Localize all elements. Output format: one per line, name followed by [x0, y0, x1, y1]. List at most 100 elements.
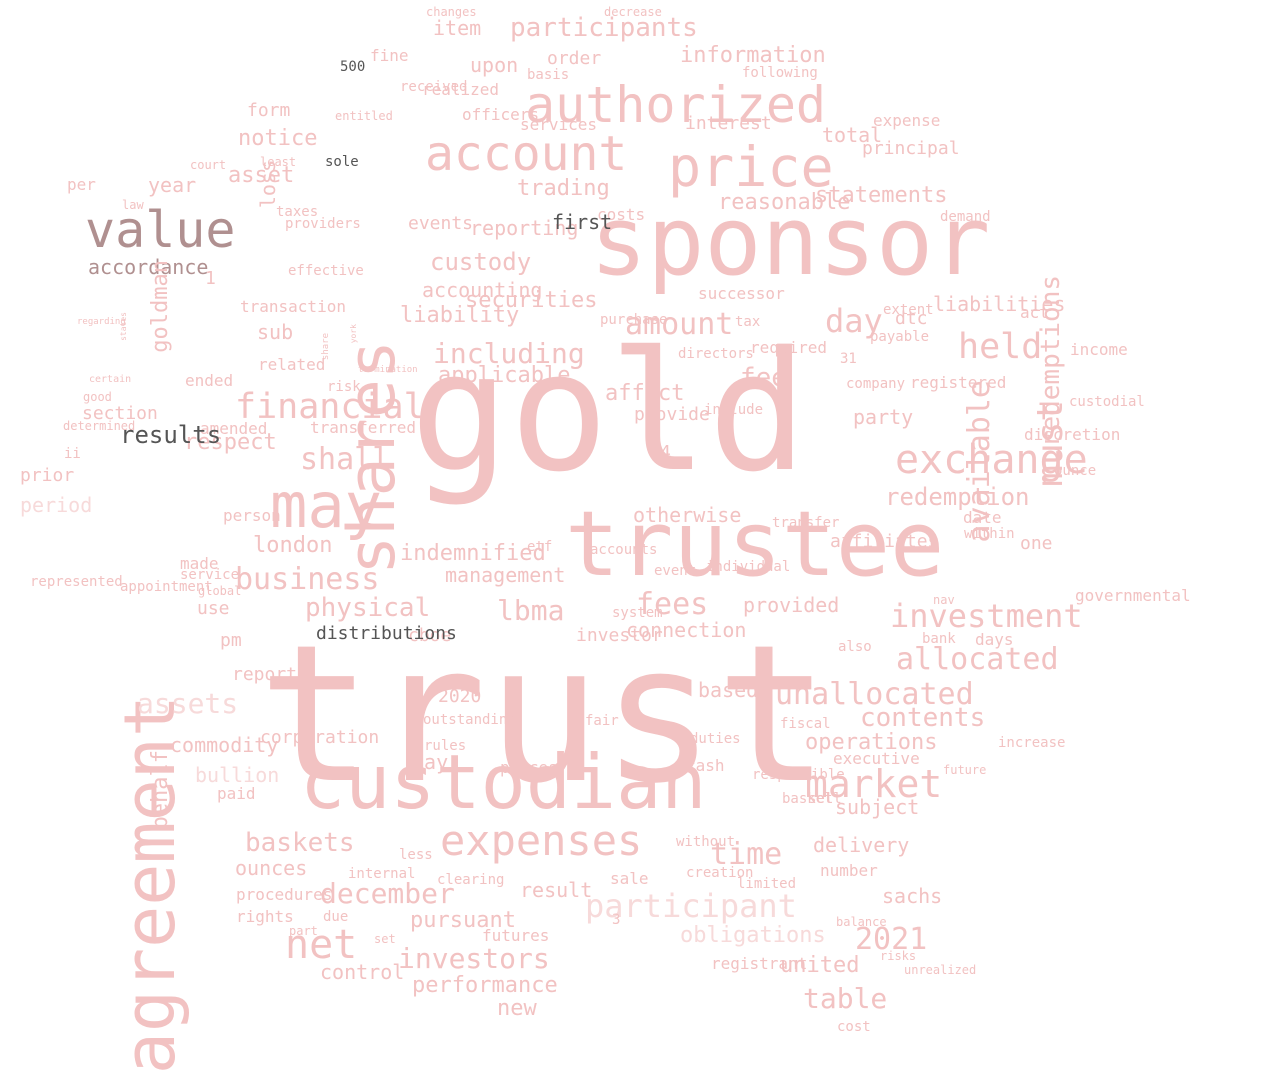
word-ii: ii [64, 446, 81, 462]
word-demand: demand [940, 209, 991, 225]
word-period: period [20, 493, 93, 517]
word-fees: fees [636, 587, 709, 622]
word-applicable: applicable [438, 363, 571, 388]
word-account: account [425, 126, 628, 182]
word-exchange: exchange [895, 437, 1088, 483]
word-business: business [235, 562, 380, 597]
word-paid: paid [217, 784, 256, 803]
word-appointment: appointment [120, 579, 213, 595]
word-price: price [668, 135, 834, 199]
word-baskets: baskets [245, 828, 355, 858]
word-accounts: accounts [590, 542, 658, 558]
word-realized: realized [422, 80, 500, 99]
word-assets: assets [137, 687, 239, 720]
word-registered: registered [910, 373, 1007, 392]
word-first: first [552, 210, 613, 234]
word-basis: basis [527, 67, 570, 83]
word-number: number [820, 861, 878, 880]
word-3: 3 [612, 912, 621, 928]
word-accordance: accordance [88, 255, 209, 279]
word-individual: individual [706, 559, 791, 575]
word-made: made [180, 554, 219, 573]
word-2021: 2021 [855, 922, 928, 957]
word-discretion: discretion [1024, 425, 1121, 444]
word-responsible: responsible [752, 767, 845, 783]
word-indemnified: indemnified [400, 541, 546, 566]
word-regarding: regarding [77, 317, 126, 327]
word-person: person [223, 506, 281, 525]
word-date: date [963, 508, 1002, 527]
word-decrease: decrease [604, 5, 662, 19]
word-termination: termination [358, 365, 418, 375]
word-dtc: dtc [895, 308, 928, 329]
word-custodian: custodian [300, 738, 707, 826]
word-expense: expense [873, 111, 941, 130]
word-within: within [964, 526, 1015, 542]
word-fee: fee [740, 363, 787, 393]
word-market: market [805, 762, 943, 806]
word-fiscal: fiscal [780, 716, 831, 732]
word-liabilities: liabilities [933, 292, 1066, 316]
word-investor: investor [576, 625, 663, 646]
word-interest: interest [685, 113, 772, 134]
word-total: total [822, 123, 883, 147]
word-court: court [190, 158, 227, 172]
word-delivery: delivery [813, 833, 910, 857]
word-respect: respect [184, 430, 277, 455]
word-states: states [119, 312, 128, 341]
word-providers: providers [285, 216, 361, 232]
word-time: time [710, 837, 783, 872]
word-share: share [321, 333, 331, 361]
word-futures: futures [482, 926, 550, 945]
word-service: service [180, 567, 240, 583]
word-executive: executive [833, 749, 920, 768]
word-ounces: ounces [235, 856, 308, 880]
word-pay: pay [412, 750, 449, 774]
word-sachs: sachs [882, 884, 943, 908]
word-due: due [323, 909, 349, 925]
word-one: one [1020, 533, 1053, 554]
word-affiliates: affiliates [830, 531, 939, 552]
word-outstanding: outstanding [423, 712, 516, 728]
word-clearing: clearing [437, 872, 505, 888]
word-entitled: entitled [335, 109, 393, 123]
word-fair: fair [585, 713, 619, 729]
word-sponsor: sponsor [590, 187, 991, 297]
word-unallocated: unallocated [775, 677, 974, 712]
word-reporting: reporting [470, 216, 579, 240]
word-purchase: purchase [600, 312, 668, 328]
word-changes: changes [426, 5, 477, 19]
word-costs: costs [597, 205, 646, 224]
word-participants: participants [510, 13, 698, 43]
word-per: per [67, 175, 96, 194]
word-trust: trust [258, 604, 830, 825]
word-financial: financial [235, 387, 425, 427]
word-information: information [680, 43, 826, 68]
word-income: income [1070, 340, 1128, 359]
word-2020: 2020 [438, 686, 482, 707]
word-cost: cost [837, 1019, 871, 1035]
word-cboe: cboe [408, 625, 452, 646]
word-balance: balance [836, 915, 887, 929]
word-liability: liability [400, 303, 520, 328]
word-redemptions: redemptions [1036, 275, 1066, 448]
word-provided: provided [743, 593, 840, 617]
word-form: form [247, 100, 291, 121]
word-obligations: obligations [680, 923, 826, 948]
word-system: system [612, 605, 663, 621]
word-basket: basket [782, 791, 833, 807]
word-authorized: authorized [525, 76, 827, 134]
word-statements: statements [815, 183, 948, 208]
word-operations: operations [805, 730, 938, 755]
word-global: global [198, 584, 242, 598]
word-report: report [232, 664, 298, 685]
word-least: least [260, 155, 297, 169]
word-increase: increase [998, 735, 1066, 751]
word-table: table [803, 982, 888, 1015]
word-lbma: lbma [497, 594, 565, 627]
word-distributions: distributions [316, 623, 457, 644]
word-31: 31 [840, 351, 857, 367]
word-shall: shall [300, 442, 391, 477]
word-related: related [258, 355, 326, 374]
word-york: york [349, 324, 358, 344]
